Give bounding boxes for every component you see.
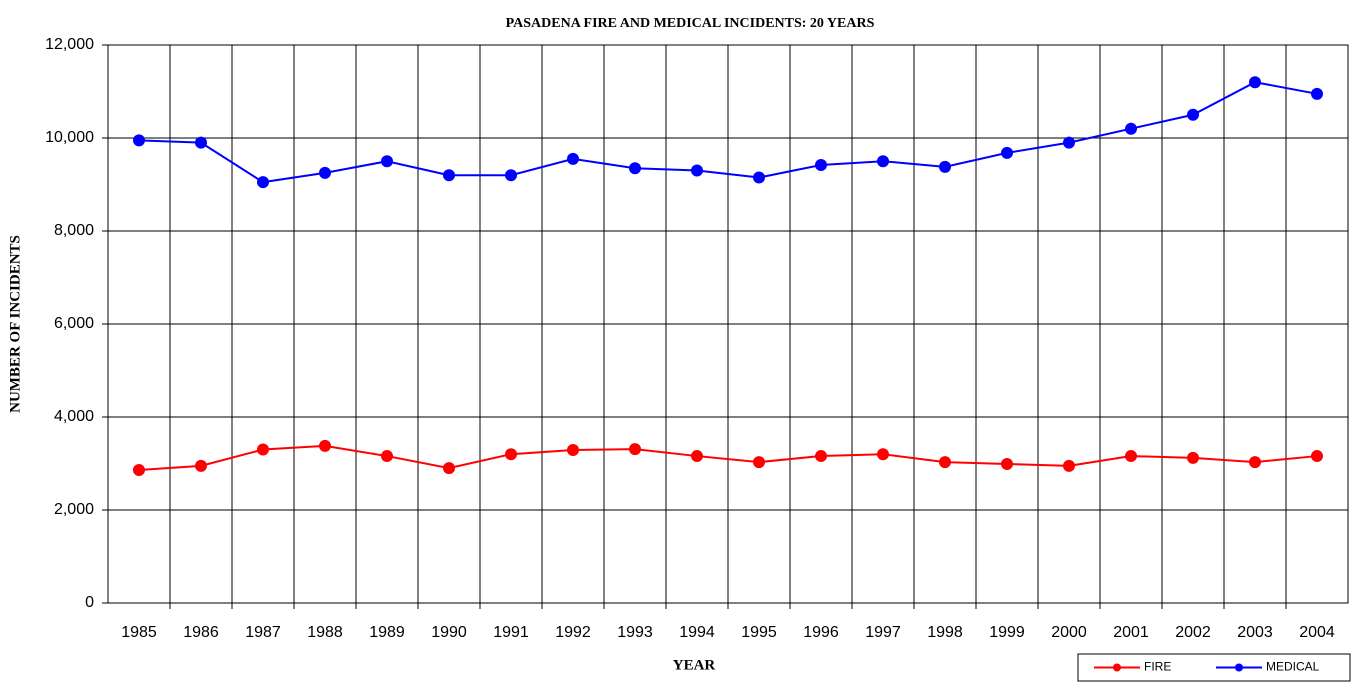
data-point [1063,459,1075,472]
y-tick-label: 10,000 [45,129,94,146]
data-point [319,166,331,179]
data-point [629,162,641,175]
x-tick-label: 1992 [555,624,591,641]
series-line [138,444,1318,472]
y-tick-label: 12,000 [45,36,94,53]
data-point [1249,76,1261,89]
data-point [567,444,579,457]
data-point [443,169,455,182]
data-point [1249,456,1261,469]
data-point [939,160,951,173]
data-point [257,176,269,189]
data-point [1001,146,1013,159]
data-point [1187,108,1199,121]
data-point [133,464,145,477]
x-tick-label: 1990 [431,624,467,641]
data-point [319,439,331,452]
data-point [1063,136,1075,149]
x-tick-label: 1997 [865,624,901,641]
data-point [753,456,765,469]
x-tick-label: 1993 [617,624,653,641]
x-tick-label: 1994 [679,624,715,641]
y-tick-label: 8,000 [54,222,94,239]
x-tick-label: 1999 [989,624,1025,641]
x-tick-label: 2001 [1113,624,1149,641]
series-line [138,81,1318,184]
data-point [691,164,703,177]
legend-marker [1235,663,1243,672]
data-point [877,448,889,461]
data-point [1125,122,1137,135]
y-tick-label: 2,000 [54,501,94,518]
data-point [815,450,827,463]
data-point [133,134,145,147]
x-tick-label: 1988 [307,624,343,641]
y-tick-label: 6,000 [54,315,94,332]
data-point [567,152,579,165]
x-tick-label: 1987 [245,624,281,641]
data-point [629,443,641,456]
legend-label: MEDICAL [1266,660,1320,674]
data-point [753,171,765,184]
x-tick-label: 1991 [493,624,529,641]
data-point [1311,87,1323,100]
x-tick-label: 1986 [183,624,219,641]
data-point [443,462,455,475]
x-tick-label: 1989 [369,624,405,641]
data-point [1125,450,1137,463]
y-tick-label: 0 [85,594,94,611]
data-point [1311,450,1323,463]
x-tick-label: 2004 [1299,624,1335,641]
data-point [381,155,393,168]
data-point [195,136,207,149]
x-tick-label: 1998 [927,624,963,641]
x-axis-label: YEAR [673,657,716,673]
data-point [815,158,827,171]
chart-title: PASADENA FIRE AND MEDICAL INCIDENTS: 20 … [506,16,875,31]
data-point [257,443,269,456]
y-tick-label: 4,000 [54,408,94,425]
legend-marker [1113,663,1121,672]
plot-frame [107,44,1349,604]
x-tick-label: 1996 [803,624,839,641]
data-point [505,448,517,461]
x-tick-label: 2003 [1237,624,1273,641]
data-point [1187,451,1199,464]
data-point [877,155,889,168]
y-axis-label: NUMBER OF INCIDENTS [7,235,23,413]
x-tick-label: 1985 [121,624,157,641]
x-tick-label: 2000 [1051,624,1087,641]
data-point [1001,457,1013,470]
data-point [381,450,393,463]
data-point [195,459,207,472]
x-tick-label: 1995 [741,624,777,641]
data-point [505,169,517,182]
x-tick-label: 2002 [1175,624,1211,641]
data-point [691,450,703,463]
legend-label: FIRE [1144,660,1171,674]
data-point [939,456,951,469]
